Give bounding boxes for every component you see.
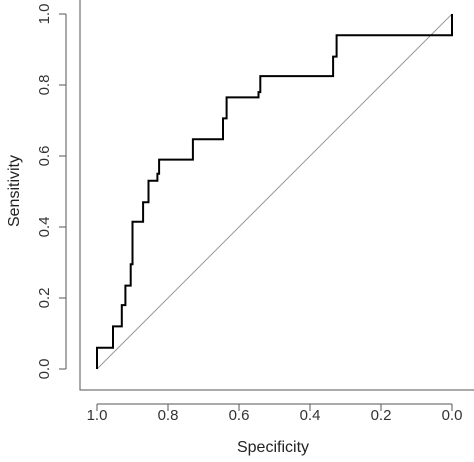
x-tick-label: 0.0 <box>442 407 463 424</box>
y-tick-label: 0.6 <box>36 146 53 167</box>
x-tick-label: 0.4 <box>300 407 321 424</box>
x-tick-label: 0.6 <box>229 407 250 424</box>
y-tick-label: 1.0 <box>36 4 53 25</box>
y-tick-label: 0.8 <box>36 75 53 96</box>
y-tick-label: 0.0 <box>36 359 53 380</box>
plot-area <box>79 0 474 391</box>
plot-frame <box>79 0 474 391</box>
y-axis: 0.0 0.2 0.4 0.6 0.8 1.0 <box>36 4 67 380</box>
y-tick-label: 0.2 <box>36 288 53 309</box>
y-tick-label: 0.4 <box>36 217 53 238</box>
x-tick-label: 0.8 <box>158 407 179 424</box>
roc-curve <box>96 14 453 369</box>
x-axis: 1.0 0.8 0.6 0.4 0.2 0.0 <box>87 403 463 424</box>
x-tick-label: 1.0 <box>87 407 108 424</box>
diagonal-reference-line <box>96 13 453 370</box>
y-axis-label: Sensitivity <box>6 155 23 227</box>
x-axis-label: Specificity <box>237 439 309 456</box>
x-tick-label: 0.2 <box>371 407 392 424</box>
